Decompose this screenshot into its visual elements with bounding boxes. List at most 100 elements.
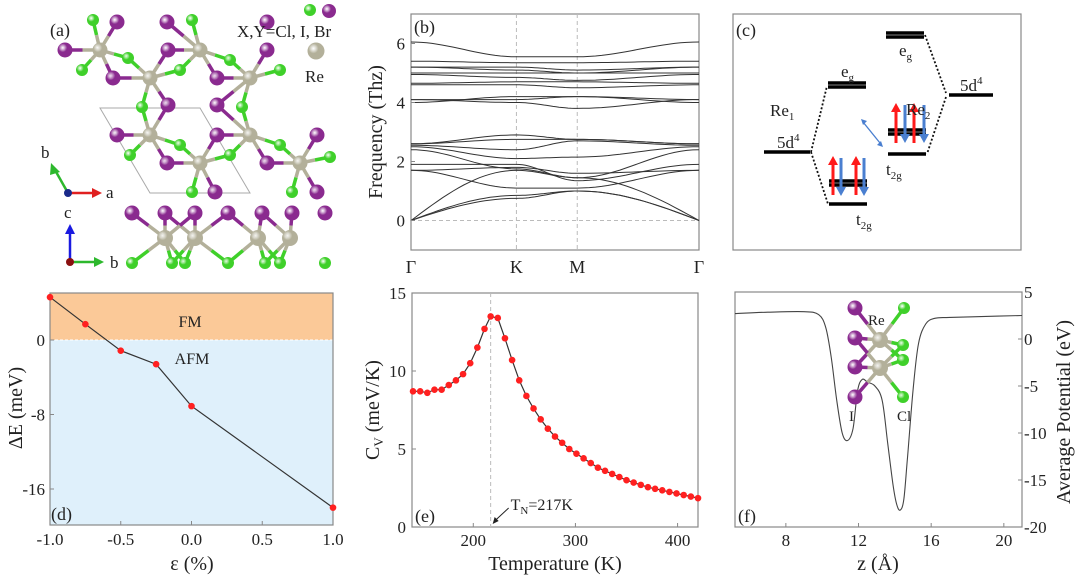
re-atom	[242, 127, 258, 143]
phonon-band	[410, 149, 700, 179]
tn-annotation: TN=217K	[492, 497, 573, 524]
y-tick-label: 0	[1024, 330, 1033, 349]
iodine-atom	[209, 127, 225, 143]
data-point	[601, 467, 609, 475]
data-point	[651, 485, 659, 493]
iodine-atom	[105, 70, 121, 86]
y-tick-label: -10	[1024, 424, 1047, 443]
phonon-band	[411, 163, 700, 182]
data-point	[594, 464, 602, 472]
data-point	[637, 481, 645, 489]
chlorine-atom	[236, 101, 248, 113]
phonon-band	[410, 190, 700, 221]
data-point	[566, 445, 573, 453]
spin-arrows	[828, 103, 929, 196]
x-ticks: -1.0 -0.5 0.0 0.5 1.0	[37, 521, 344, 549]
data-point	[666, 488, 673, 496]
data-point	[431, 386, 438, 394]
x-tick-label: 0.0	[181, 530, 202, 549]
legend-re-text: Re	[305, 67, 324, 86]
x-tick-label: 16	[923, 531, 940, 550]
y-tick-label: 6	[397, 35, 406, 54]
eg-re1-label: eg	[841, 62, 855, 84]
chlorine-atom	[124, 149, 136, 161]
chlorine-atom	[186, 186, 198, 198]
data-point	[515, 377, 523, 384]
iodine-atom	[159, 155, 175, 171]
data-point	[623, 476, 630, 484]
data-point	[46, 293, 54, 301]
plot-frame	[411, 292, 699, 528]
iodine-atom	[259, 14, 275, 30]
x-tick-label: K	[510, 257, 523, 277]
re-atom	[157, 230, 173, 246]
x-ticks: 200 300 400	[461, 523, 690, 550]
data-point	[587, 459, 595, 467]
t2g-re1-label: t2g	[856, 210, 872, 232]
spin-up-arrow-head-icon	[851, 156, 861, 165]
chlorine-atom	[166, 257, 178, 269]
phonon-band	[411, 81, 699, 84]
phonon-band	[411, 60, 699, 64]
b-side-arrow-head-icon	[94, 257, 104, 267]
x-axis-title: ε (%)	[170, 553, 213, 575]
b-arrow-head-icon	[50, 163, 60, 175]
axis-b-label: b	[41, 143, 50, 162]
data-point	[673, 490, 680, 497]
panel-d-label: (d)	[51, 504, 72, 525]
chlorine-atom	[286, 186, 298, 198]
chlorine-atom	[222, 257, 234, 269]
chlorine-atom	[274, 257, 286, 269]
data-point	[188, 402, 195, 410]
data-point	[466, 359, 474, 367]
data-point	[508, 356, 516, 364]
chlorine-atom	[76, 64, 88, 76]
iodine-atom	[209, 70, 225, 86]
data-point	[558, 439, 566, 447]
re-atom	[142, 70, 158, 86]
x-tick-label: 200	[461, 531, 487, 550]
c-arrow-head-icon	[65, 224, 75, 234]
5d4-right-label: 5d4	[960, 75, 983, 95]
axis-a-label: a	[106, 183, 114, 202]
chlorine-atom	[897, 391, 909, 403]
phonon-band	[410, 169, 700, 221]
data-point	[644, 483, 652, 491]
y-tick-label: 4	[397, 94, 406, 113]
chlorine-atom	[87, 14, 99, 26]
iodine-atom	[109, 127, 125, 143]
iodine-atom	[160, 42, 176, 58]
chlorine-atom	[324, 151, 336, 163]
origin-dot-side	[66, 258, 74, 266]
origin-dot	[64, 189, 72, 197]
x-tick-label: 0.5	[252, 530, 273, 549]
iodine-atom	[317, 205, 333, 221]
connector	[926, 96, 947, 155]
inset-re-label: Re	[868, 313, 885, 329]
data-point	[82, 320, 89, 328]
atoms	[57, 4, 336, 269]
iodine-atom	[847, 330, 863, 346]
chlorine-atom	[274, 139, 286, 151]
afm-label: AFM	[175, 351, 210, 368]
data-point	[573, 450, 580, 457]
x-tick-label: M	[569, 257, 585, 277]
annotation-pointer	[494, 507, 509, 522]
spin-up-arrow-head-icon	[891, 103, 901, 112]
connector	[810, 85, 828, 153]
axis-c-label: c	[64, 203, 72, 222]
fm-label: FM	[178, 314, 201, 331]
iodine-atom	[124, 205, 140, 221]
eg-re2-label: eg	[899, 41, 913, 63]
series-line	[49, 296, 334, 509]
data-point	[487, 313, 494, 320]
chlorine-atom	[179, 257, 191, 269]
data-point	[537, 416, 544, 423]
5d4-left-label: 5d4	[777, 132, 800, 152]
panel-e-label: (e)	[415, 506, 435, 527]
chlorine-atom	[136, 101, 148, 113]
data-point	[481, 325, 488, 333]
x-tick-label: -0.5	[107, 530, 134, 549]
y-tick-label: -5	[1024, 377, 1038, 396]
